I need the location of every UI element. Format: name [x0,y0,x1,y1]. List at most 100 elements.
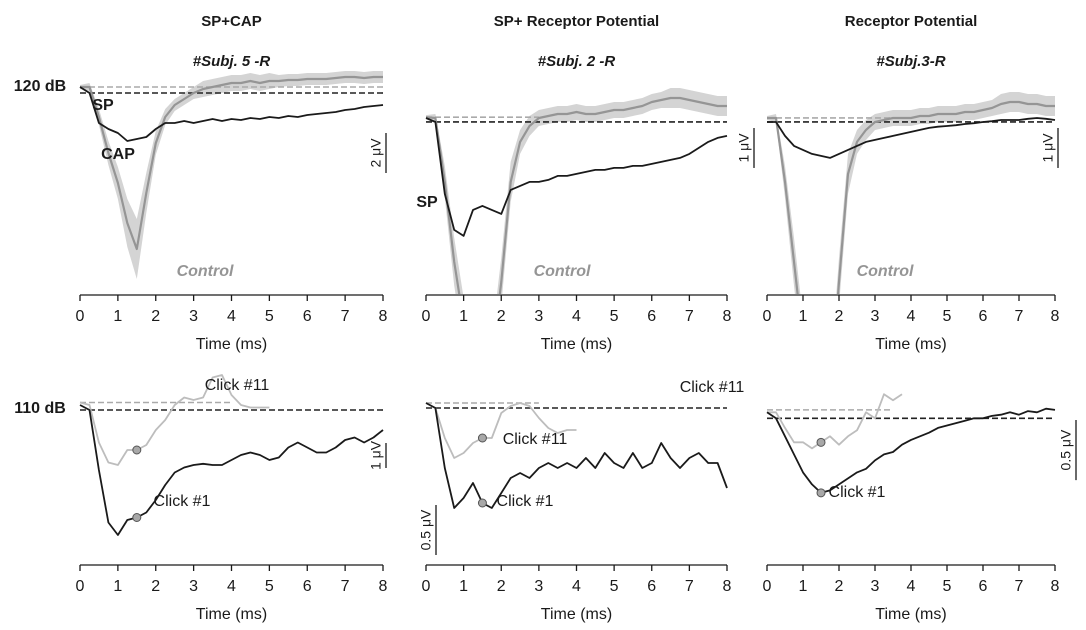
marker [477,433,487,443]
scale-bar-label: 1 μV [368,440,384,470]
x-tick-label: 3 [534,578,543,595]
x-tick-label: 0 [763,578,772,595]
panel-title: SP+CAP [201,13,261,30]
x-tick-label: 4 [907,578,916,595]
x-tick-label: 5 [943,308,952,325]
x-tick-label: 7 [341,308,350,325]
x-tick-label: 2 [835,308,844,325]
x-tick-label: 3 [871,578,880,595]
trace [425,402,577,459]
x-tick-label: 1 [113,578,122,595]
series-label: Click #11 [503,431,568,448]
series-label: Click #11 [205,377,270,394]
series-label: Control [177,263,234,280]
x-tick-label: 8 [723,308,732,325]
trace [766,407,1056,494]
x-tick-label: 8 [1051,308,1060,325]
scale-bar-label: 0.5 μV [418,509,434,550]
trace [425,117,728,237]
x-axis-label: Time (ms) [541,336,612,353]
x-tick-label: 4 [907,308,916,325]
panel-subtitle: #Subj. 5 -R [193,53,271,70]
x-tick-label: 4 [227,308,236,325]
x-tick-label: 4 [572,308,581,325]
plot-area [425,87,728,294]
x-tick-label: 0 [422,308,431,325]
x-tick-label: 5 [610,308,619,325]
x-tick-label: 8 [379,578,388,595]
series-label: Click #1 [829,484,886,501]
trace [79,374,270,466]
trace [767,393,903,450]
x-tick-label: 1 [799,308,808,325]
x-tick-label: 1 [459,308,468,325]
panel-subtitle: #Subj.3-R [876,53,945,70]
trace [425,402,728,509]
annotation: SP [92,97,114,114]
x-tick-label: 8 [379,308,388,325]
x-tick-label: 5 [265,578,274,595]
scale-bar-label: 0.5 μV [1058,429,1074,470]
panel-title: SP+ Receptor Potential [494,13,659,30]
x-axis-label: Time (ms) [541,606,612,623]
x-tick-label: 6 [979,578,988,595]
trace [80,75,383,251]
level-label: 120 dB [14,78,66,95]
x-tick-label: 3 [534,308,543,325]
x-axis-label: Time (ms) [875,606,946,623]
x-tick-label: 3 [189,308,198,325]
plot-area [766,393,1056,494]
x-tick-label: 8 [723,578,732,595]
x-tick-label: 5 [265,308,274,325]
series-label: Click #1 [154,493,211,510]
x-tick-label: 7 [1015,308,1024,325]
x-axis-label: Time (ms) [196,336,267,353]
plot-area [767,91,1056,294]
marker [477,498,487,508]
plot-area [79,71,384,279]
x-axis-label: Time (ms) [875,336,946,353]
x-tick-label: 3 [189,578,198,595]
scale-bar-label: 1 μV [1040,133,1056,163]
x-tick-label: 6 [647,578,656,595]
x-tick-label: 8 [1051,578,1060,595]
x-tick-label: 6 [303,308,312,325]
trace [767,100,1055,294]
annotation: SP [416,194,438,211]
x-tick-label: 0 [76,308,85,325]
x-tick-label: 6 [303,578,312,595]
x-tick-label: 1 [113,308,122,325]
x-tick-label: 2 [497,578,506,595]
x-tick-label: 4 [572,578,581,595]
scale-bar-label: 1 μV [736,133,752,163]
x-tick-label: 5 [943,578,952,595]
x-tick-label: 2 [151,578,160,595]
level-label: 110 dB [14,400,66,417]
marker [816,437,826,447]
x-tick-label: 7 [685,578,694,595]
x-tick-label: 3 [871,308,880,325]
marker [132,445,142,455]
trace [425,96,727,294]
x-tick-label: 1 [459,578,468,595]
x-tick-label: 2 [497,308,506,325]
marker [132,513,142,522]
series-label: Click #11 [680,379,745,396]
marker [816,488,826,498]
x-tick-label: 2 [835,578,844,595]
x-tick-label: 6 [979,308,988,325]
series-label: Control [534,263,591,280]
trace [767,117,1056,159]
x-tick-label: 6 [647,308,656,325]
x-tick-label: 2 [151,308,160,325]
annotation: CAP [101,146,135,163]
x-tick-label: 0 [76,578,85,595]
panel-title: Receptor Potential [845,13,978,30]
x-tick-label: 0 [422,578,431,595]
panel-subtitle: #Subj. 2 -R [538,53,616,70]
x-tick-label: 7 [341,578,350,595]
band [80,71,383,279]
scale-bar-label: 2 μV [368,138,384,168]
trace [79,86,384,142]
band [767,91,1055,294]
